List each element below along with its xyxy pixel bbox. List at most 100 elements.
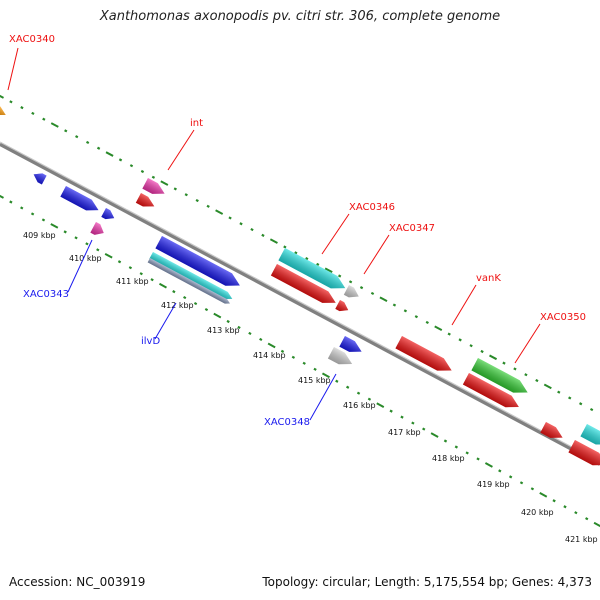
- ruler-dash: [305, 257, 309, 261]
- ruler-dash: [172, 290, 176, 294]
- ruler-dash: [434, 325, 443, 332]
- ruler-dash: [30, 212, 35, 216]
- ruler-dash: [42, 117, 46, 121]
- gene-xac0346-red: [270, 264, 336, 303]
- ruler-dash: [389, 409, 393, 413]
- ruler-dash: [228, 216, 232, 220]
- ruler-dash: [589, 407, 594, 412]
- tick-label: 413 kbp: [207, 326, 240, 335]
- label-connector: [67, 239, 93, 293]
- ruler-dash: [513, 367, 517, 371]
- ruler-dash: [321, 372, 330, 379]
- gene-label: XAC0347: [389, 223, 435, 234]
- ruler-dash: [337, 274, 342, 278]
- ruler-dash: [376, 402, 385, 408]
- ruler-dash: [539, 491, 548, 498]
- ruler-dash: [484, 462, 493, 468]
- ruler-dash: [502, 361, 506, 365]
- ruler-dash: [425, 320, 429, 325]
- ruler-dash: [568, 396, 572, 400]
- ruler-dash: [0, 94, 5, 99]
- tick-label: 411 kbp: [116, 277, 149, 286]
- tick-label: 415 kbp: [298, 376, 331, 385]
- ruler-dash: [117, 260, 122, 264]
- ruler-dash: [458, 338, 462, 342]
- ruler-dash: [261, 233, 265, 237]
- ruler-dash: [20, 206, 24, 210]
- gene-xac0350: [471, 358, 528, 393]
- ruler-inner-dotted: [0, 194, 600, 528]
- gene-xac0347: [343, 285, 359, 298]
- topology-text: Topology: circular; Length: 5,175,554 bp…: [262, 575, 592, 589]
- ruler-dash: [259, 337, 263, 342]
- ruler-dash: [128, 266, 133, 270]
- ruler-dash: [139, 272, 143, 276]
- ruler-dash: [543, 383, 552, 390]
- tick-label: 412 kbp: [161, 301, 194, 310]
- ruler-dash: [430, 432, 439, 438]
- ruler-dash: [563, 505, 567, 509]
- tick-label: 417 kbp: [388, 428, 421, 437]
- ruler-dash: [335, 379, 339, 383]
- ruler-dash: [346, 385, 350, 389]
- gene-cyan-edge: [580, 424, 600, 445]
- ruler-dash: [74, 236, 78, 240]
- tick-label: 414 kbp: [253, 351, 286, 360]
- ruler-dash: [41, 218, 46, 222]
- ruler-dash: [498, 469, 502, 473]
- ruler-dash: [324, 267, 333, 273]
- ruler-dash: [489, 354, 498, 361]
- ruler-dash: [283, 245, 287, 249]
- ruler-dash: [530, 487, 535, 491]
- gene-label: vanK: [476, 273, 501, 284]
- genome-backbone-highlight: [0, 141, 600, 463]
- ruler-dash: [379, 296, 388, 302]
- ruler-dash: [443, 439, 448, 443]
- tick-label: 418 kbp: [432, 454, 465, 463]
- ruler-dash: [64, 129, 68, 133]
- tick-label: 421 kbp: [565, 535, 598, 544]
- ruler-dash: [50, 122, 59, 128]
- ruler-dash: [302, 361, 306, 365]
- gene-blue-2: [60, 186, 99, 211]
- ruler-dash: [552, 499, 556, 503]
- ruler-dash: [469, 344, 473, 348]
- tick-label: 409 kbp: [23, 231, 56, 240]
- ruler-dash: [316, 262, 320, 266]
- ruler-dash: [31, 111, 35, 116]
- ruler-dash: [204, 307, 209, 312]
- ruler-dash: [585, 517, 589, 521]
- tick-label: 416 kbp: [343, 401, 376, 410]
- gene-label: XAC0348: [264, 417, 310, 428]
- ruler-dash: [160, 180, 169, 186]
- ruler-dash: [400, 415, 404, 419]
- ruler-dash: [213, 312, 222, 319]
- ruler-dash: [476, 457, 480, 461]
- ruler-dash: [184, 193, 188, 197]
- ruler-dash: [215, 209, 224, 215]
- gene-xac0346: [278, 248, 346, 289]
- gene-vank: [395, 336, 452, 371]
- gene-small-red: [335, 300, 349, 312]
- ruler-dash: [140, 169, 145, 174]
- ruler-dash: [150, 278, 154, 282]
- ruler-dash: [508, 475, 513, 479]
- ruler-dash: [447, 332, 451, 336]
- tick-label: 419 kbp: [477, 480, 510, 489]
- label-connector: [167, 129, 195, 171]
- ruler-dash: [294, 251, 298, 255]
- gene-xac0340: [0, 103, 6, 116]
- gene-ilvd-gray: [147, 258, 230, 304]
- tick-label: 420 kbp: [521, 508, 554, 517]
- label-connector: [154, 302, 177, 340]
- ruler-dash: [250, 227, 254, 232]
- genome-backbone: [0, 142, 600, 466]
- ruler-dash: [593, 521, 600, 528]
- ruler-dash: [195, 198, 199, 203]
- ruler-dash: [105, 151, 114, 157]
- ruler-dash: [9, 200, 13, 204]
- gene-red-edge: [568, 440, 600, 466]
- accession-text: Accession: NC_003919: [9, 575, 146, 589]
